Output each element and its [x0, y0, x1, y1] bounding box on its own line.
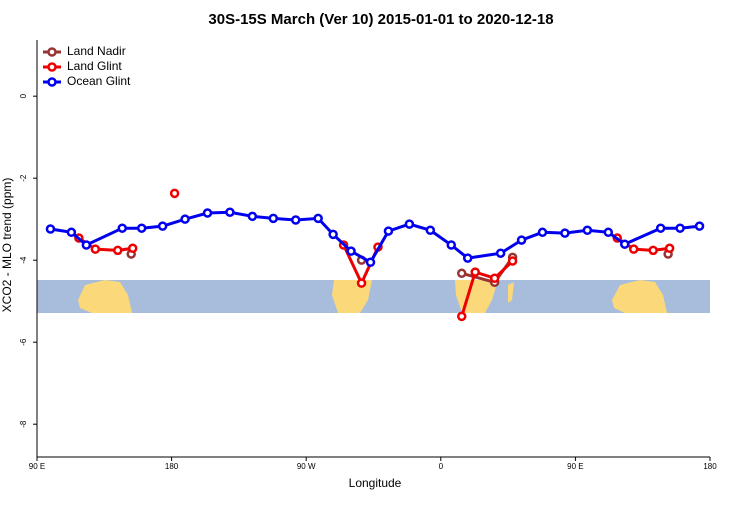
point [346, 246, 356, 256]
point [694, 221, 705, 231]
point [225, 207, 235, 217]
point [516, 235, 527, 245]
map-strip [37, 280, 710, 313]
point [456, 268, 467, 279]
point [45, 224, 56, 234]
y-tick-label: -8 [19, 420, 28, 428]
x-tick-label: 0 [439, 462, 444, 471]
x-tick-label: 90 E [29, 462, 45, 471]
point [560, 228, 570, 238]
y-axis-label: XCO2 - MLO trend (ppm) [0, 178, 14, 313]
point [66, 227, 77, 238]
x-tick-label: 180 [165, 462, 179, 471]
point [582, 225, 593, 236]
legend-label: Land Nadir [67, 44, 126, 58]
x-tick-label: 180 [703, 462, 717, 471]
point [537, 227, 548, 238]
x-tick-label: 90 E [567, 462, 583, 471]
x-axis-label: Longitude [349, 476, 402, 490]
legend-marker [47, 77, 57, 87]
point [136, 223, 147, 233]
point [495, 248, 506, 258]
point [664, 243, 675, 254]
point [313, 213, 323, 224]
point [507, 256, 518, 266]
point [462, 253, 473, 263]
point [290, 215, 301, 225]
point [268, 213, 279, 224]
point [81, 240, 92, 250]
point [470, 267, 480, 277]
chart-title: 30S-15S March (Ver 10) 2015-01-01 to 202… [208, 11, 553, 28]
point [247, 211, 258, 222]
point [404, 219, 415, 229]
point [169, 188, 180, 199]
point [628, 244, 639, 254]
series-line [50, 210, 700, 265]
point [603, 227, 614, 238]
point [456, 311, 467, 322]
point [648, 245, 658, 256]
x-tick-label: 90 W [297, 462, 316, 471]
point [90, 244, 101, 254]
legend-marker [47, 62, 57, 72]
y-tick-label: -4 [19, 256, 28, 264]
point [113, 245, 123, 256]
y-tick-label: 0 [19, 93, 28, 98]
point [117, 223, 127, 233]
y-tick-label: -6 [19, 338, 28, 346]
point [620, 239, 630, 249]
point [655, 223, 666, 233]
point [356, 278, 367, 288]
point [425, 225, 436, 236]
point [446, 240, 457, 250]
point [127, 243, 138, 254]
legend-marker [47, 47, 57, 57]
point [365, 257, 376, 267]
point [675, 223, 685, 233]
legend-label: Land Glint [67, 59, 122, 73]
point [383, 226, 394, 236]
point [202, 208, 213, 218]
point [157, 221, 168, 231]
y-tick-label: -2 [19, 174, 28, 182]
legend-label: Ocean Glint [67, 74, 131, 88]
point [180, 214, 190, 224]
point [328, 229, 338, 240]
point [489, 273, 500, 283]
